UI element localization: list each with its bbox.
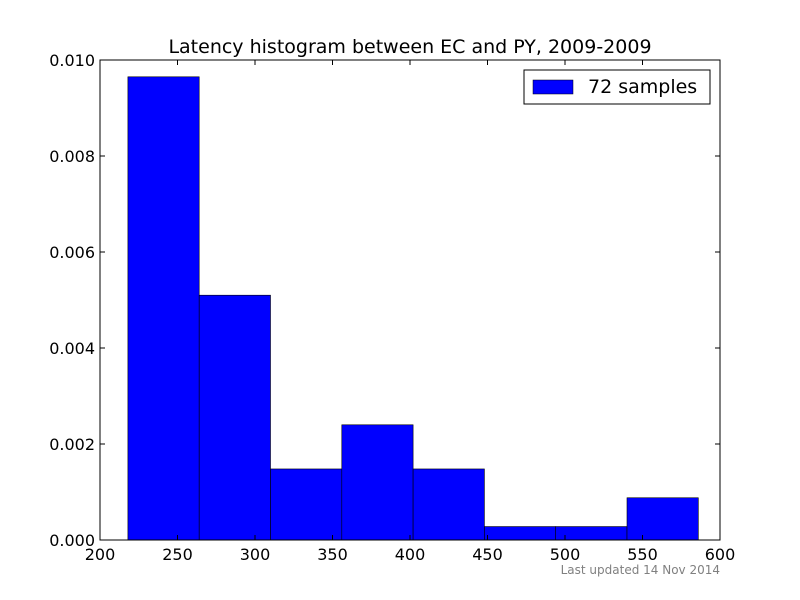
histogram-bar	[484, 526, 556, 541]
x-tick-label: 300	[240, 545, 271, 564]
legend-swatch	[532, 79, 574, 95]
y-tick-label: 0.000	[49, 531, 95, 550]
y-tick-label: 0.010	[49, 51, 95, 70]
last-updated-note: Last updated 14 Nov 2014	[561, 563, 720, 577]
histogram-bar	[555, 526, 628, 541]
x-tick-label: 550	[627, 545, 658, 564]
y-tick-label: 0.006	[49, 243, 95, 262]
histogram-bar	[626, 497, 699, 541]
y-tick-label: 0.004	[49, 339, 95, 358]
x-tick-label: 200	[85, 545, 116, 564]
x-tick-label: 400	[395, 545, 426, 564]
x-tick-label: 600	[705, 545, 736, 564]
chart-title: Latency histogram between EC and PY, 200…	[168, 36, 651, 58]
histogram-bar	[412, 468, 485, 541]
histogram-bar	[341, 424, 414, 541]
legend: 72 samples	[523, 69, 711, 105]
histogram-bar	[198, 294, 271, 541]
ticks-group: 200 250 300 350 400 450 500 550 600 0.000 0.002 0.0…	[49, 51, 735, 564]
x-tick-label: 500	[550, 545, 581, 564]
x-tick-label: 250	[162, 545, 193, 564]
histogram-bar	[270, 468, 343, 541]
histogram-bar	[127, 76, 200, 541]
y-tick-label: 0.002	[49, 435, 95, 454]
legend-label: 72 samples	[588, 76, 697, 98]
y-tick-label: 0.008	[49, 147, 95, 166]
x-tick-label: 350	[317, 545, 348, 564]
bars-group	[127, 76, 699, 541]
x-tick-label: 450	[472, 545, 503, 564]
